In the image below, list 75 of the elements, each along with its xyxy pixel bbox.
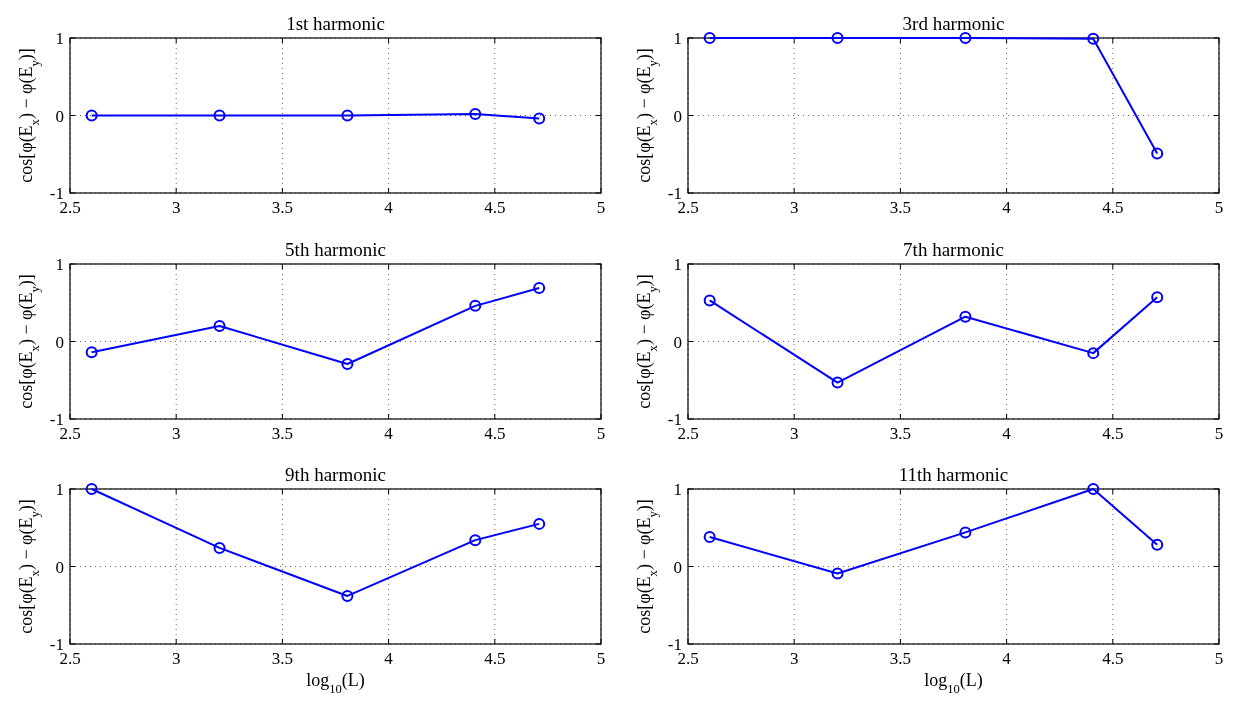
point	[1151, 538, 1164, 551]
x-tick-label: 4	[384, 424, 394, 443]
x-tick-label: 4.5	[1102, 424, 1124, 443]
x-tick-label: 3	[789, 424, 799, 443]
x-tick-label: 4	[1002, 424, 1012, 443]
x-tick-label: 4	[384, 649, 394, 668]
point	[533, 282, 546, 295]
y-tick-label: 1	[55, 480, 64, 499]
y-tick-label: 1	[55, 29, 64, 48]
point	[703, 294, 716, 307]
chart-title: 11th harmonic	[898, 464, 1009, 485]
point	[831, 376, 844, 389]
x-tick-label: 4	[1002, 649, 1012, 668]
point	[831, 567, 844, 580]
point	[341, 357, 354, 370]
point	[1087, 32, 1100, 45]
point	[1151, 147, 1164, 160]
point	[85, 483, 98, 495]
chart-title: 3rd harmonic	[902, 13, 1005, 34]
point	[959, 32, 972, 44]
x-tick-label: 5	[596, 649, 606, 668]
x-tick-label: 4	[1002, 198, 1012, 217]
point	[959, 310, 972, 323]
point	[831, 32, 844, 44]
x-tick-label: 3	[171, 198, 181, 217]
x-tick-label: 3	[789, 198, 799, 217]
point	[703, 531, 716, 544]
x-tick-label: 4.5	[484, 424, 506, 443]
x-tick-label: 4.5	[1102, 649, 1124, 668]
x-tick-label: 5	[596, 198, 606, 217]
x-tick-label: 3.5	[271, 424, 294, 443]
point	[469, 534, 482, 547]
x-tick-label: 5	[1214, 198, 1224, 217]
chart-title: 5th harmonic	[285, 239, 386, 260]
x-tick-label: 4.5	[1102, 198, 1124, 217]
point	[213, 541, 226, 554]
x-tick-label: 5	[1214, 424, 1224, 443]
y-tick-label: 1	[673, 480, 682, 499]
point	[959, 526, 972, 539]
x-axis-title: log$_{10}$(L)	[924, 670, 983, 696]
x-tick-label: 5	[1214, 649, 1224, 668]
x-tick-label: 3	[789, 649, 799, 668]
x-tick-label: 3.5	[889, 424, 912, 443]
chart-title: 9th harmonic	[285, 464, 386, 485]
point	[1087, 347, 1100, 360]
x-tick-label: 3	[171, 649, 181, 668]
y-tick-label: 1	[673, 255, 682, 274]
y-tick-label: 1	[55, 255, 64, 274]
point	[213, 320, 226, 332]
x-tick-label: 3.5	[271, 649, 294, 668]
chart-title: 7th harmonic	[903, 239, 1004, 260]
y-tick-label: 0	[673, 106, 682, 126]
y-tick-label: 0	[673, 332, 682, 352]
point	[469, 299, 482, 312]
x-tick-label: 4	[384, 198, 394, 217]
x-tick-label: 3.5	[271, 198, 294, 217]
x-tick-label: 4.5	[484, 649, 506, 668]
point	[1151, 291, 1164, 304]
y-tick-label: 1	[673, 29, 682, 48]
y-tick-label: 0	[55, 557, 64, 577]
point	[85, 346, 98, 359]
x-tick-label: 3.5	[889, 649, 912, 668]
y-tick-label: 0	[55, 106, 64, 126]
point	[341, 589, 354, 602]
x-tick-label: 3.5	[889, 198, 912, 217]
x-tick-label: 4.5	[484, 198, 506, 217]
point	[1087, 483, 1100, 495]
point	[533, 517, 546, 530]
chart-title: 1st harmonic	[286, 13, 385, 34]
y-tick-label: 0	[55, 332, 64, 352]
x-axis-title: log$_{10}$(L)	[306, 670, 365, 696]
point	[703, 32, 716, 44]
x-tick-label: 3	[171, 424, 181, 443]
x-tick-label: 5	[596, 424, 606, 443]
y-tick-label: 0	[673, 557, 682, 577]
